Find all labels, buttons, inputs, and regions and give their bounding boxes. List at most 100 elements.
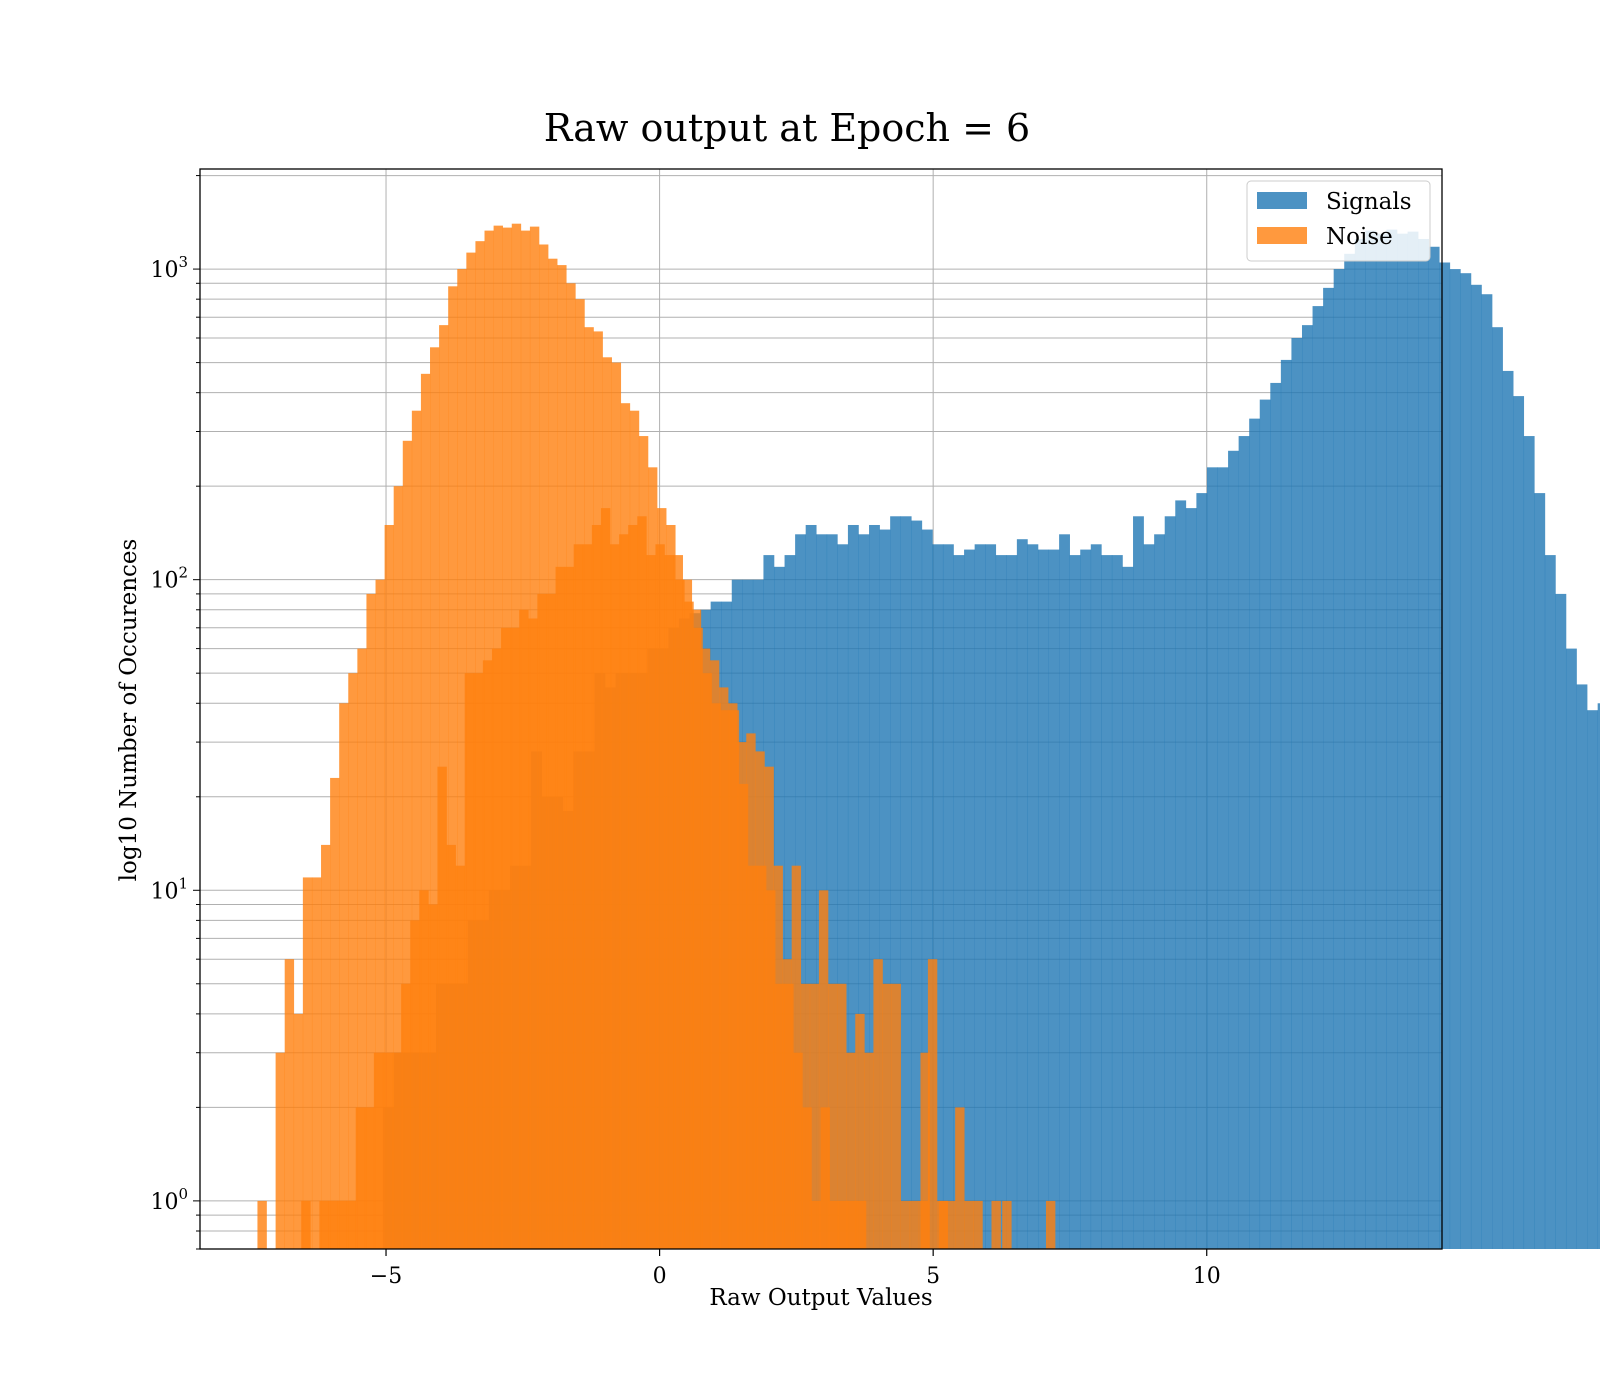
x-axis-ticks: −5 0 5 10 bbox=[370, 1249, 1221, 1289]
noise-bar bbox=[936, 1200, 947, 1249]
noise-bar bbox=[284, 959, 295, 1249]
signals-bar bbox=[1196, 493, 1208, 1250]
noise-bar bbox=[382, 1052, 393, 1249]
signals-bar bbox=[1016, 539, 1028, 1249]
noise-bar bbox=[528, 618, 538, 1249]
signals-bar bbox=[1333, 269, 1345, 1250]
noise-bar bbox=[764, 766, 774, 1249]
signals-bar bbox=[1523, 436, 1535, 1249]
signals-bar bbox=[1449, 269, 1461, 1250]
noise-bar bbox=[719, 687, 729, 1249]
noise-bar bbox=[410, 920, 420, 1249]
noise-bar bbox=[348, 673, 358, 1249]
noise-bar bbox=[809, 983, 820, 1249]
noise-bar bbox=[428, 904, 438, 1249]
signals-bar bbox=[1354, 238, 1366, 1250]
noise-bar bbox=[402, 440, 413, 1249]
noise-bar bbox=[337, 1200, 347, 1249]
noise-bar bbox=[882, 983, 892, 1249]
noise-bar bbox=[501, 627, 511, 1249]
y-tick-label: 100 bbox=[150, 1185, 188, 1215]
signals-bar bbox=[890, 516, 902, 1249]
signals-bar bbox=[1048, 549, 1060, 1249]
signals-bar bbox=[1185, 508, 1197, 1249]
noise-bar bbox=[321, 844, 331, 1249]
signals-bar bbox=[1143, 544, 1155, 1249]
signals-bar bbox=[985, 544, 997, 1249]
noise-bar bbox=[846, 1052, 856, 1249]
noise-bar bbox=[728, 703, 738, 1249]
signals-bar bbox=[784, 555, 796, 1249]
signals-bar bbox=[964, 549, 975, 1249]
noise-bar bbox=[691, 609, 702, 1249]
noise-bar bbox=[664, 555, 674, 1249]
noise-bar bbox=[600, 508, 611, 1249]
noise-bar bbox=[393, 486, 404, 1249]
signals-bar bbox=[1544, 555, 1556, 1249]
x-tick-label: 5 bbox=[926, 1264, 940, 1289]
y-tick-label: 102 bbox=[150, 564, 188, 594]
noise-bar bbox=[818, 890, 829, 1249]
signals-bar bbox=[995, 555, 1007, 1249]
noise-bar bbox=[637, 516, 647, 1249]
legend-swatch-signals bbox=[1257, 192, 1307, 209]
signals-bar bbox=[1037, 549, 1049, 1249]
noise-bar bbox=[646, 555, 656, 1249]
noise-bar bbox=[437, 766, 447, 1249]
noise-bar bbox=[991, 1200, 1001, 1249]
noise-bar bbox=[384, 524, 394, 1249]
signals-bar bbox=[911, 520, 923, 1249]
signals-bar bbox=[1175, 500, 1187, 1249]
noise-bar bbox=[482, 660, 493, 1249]
noise-bar bbox=[855, 1013, 865, 1249]
signals-bar bbox=[1375, 233, 1387, 1249]
signals-bar bbox=[1481, 294, 1493, 1250]
signals-bar bbox=[1259, 399, 1271, 1250]
signals-bar bbox=[1270, 382, 1282, 1249]
noise-bar bbox=[964, 1200, 974, 1249]
noise-bar bbox=[918, 1200, 929, 1249]
noise-bar bbox=[610, 544, 620, 1249]
noise-bar bbox=[791, 865, 802, 1249]
signals-bar bbox=[1534, 493, 1546, 1250]
signals-bar bbox=[932, 544, 944, 1249]
noise-bar bbox=[655, 544, 665, 1249]
signals-bar bbox=[1555, 593, 1567, 1249]
signals-bar bbox=[1238, 436, 1250, 1249]
signals-bar bbox=[1280, 359, 1292, 1249]
noise-bar bbox=[457, 269, 467, 1250]
noise-bar bbox=[573, 544, 584, 1249]
noise-bar bbox=[491, 648, 502, 1249]
noise-bar bbox=[401, 983, 411, 1249]
signals-bar bbox=[1439, 262, 1451, 1249]
noise-bar bbox=[357, 648, 367, 1249]
signals-bar bbox=[1397, 233, 1408, 1249]
noise-bar bbox=[755, 751, 765, 1249]
noise-bar bbox=[510, 627, 520, 1249]
noise-bar bbox=[920, 1052, 930, 1249]
signals-bar bbox=[1164, 516, 1176, 1249]
x-tick-label: 10 bbox=[1193, 1264, 1221, 1289]
noise-bar bbox=[873, 959, 883, 1249]
signals-bar bbox=[1407, 231, 1419, 1249]
legend-label-signals: Signals bbox=[1326, 189, 1412, 215]
noise-bar bbox=[448, 286, 458, 1250]
signals-bar bbox=[869, 524, 880, 1249]
noise-bar bbox=[257, 1200, 267, 1249]
noise-bar bbox=[1002, 1200, 1012, 1249]
signals-bar bbox=[1080, 549, 1092, 1249]
noise-bar bbox=[673, 555, 683, 1249]
noise-bar bbox=[837, 983, 847, 1249]
signals-bar bbox=[837, 544, 849, 1249]
noise-bar bbox=[301, 1200, 311, 1249]
signals-bar bbox=[1502, 370, 1514, 1249]
signals-bar bbox=[1597, 703, 1600, 1249]
noise-bar bbox=[339, 703, 349, 1249]
chart-title: Raw output at Epoch = 6 bbox=[544, 106, 1030, 150]
noise-bar bbox=[420, 373, 431, 1250]
noise-bar bbox=[864, 1052, 874, 1249]
signals-bar bbox=[1217, 467, 1229, 1250]
signals-bar bbox=[1323, 287, 1334, 1249]
x-axis-label: Raw Output Values bbox=[709, 1285, 932, 1311]
signals-bar bbox=[974, 544, 986, 1249]
